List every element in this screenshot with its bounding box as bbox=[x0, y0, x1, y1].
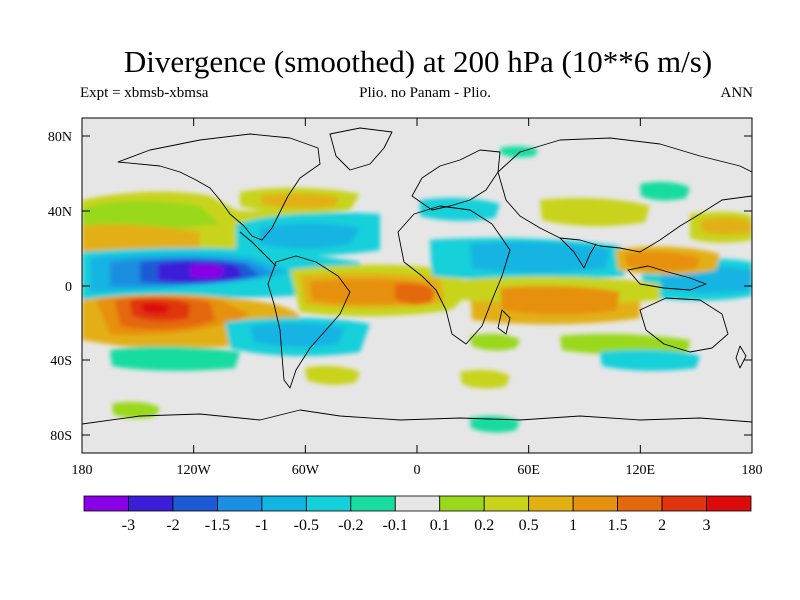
colorbar-label: -1.5 bbox=[205, 517, 230, 534]
colorbar-label: -1 bbox=[255, 517, 268, 534]
coastline-central-america bbox=[239, 231, 277, 267]
field-region bbox=[470, 333, 520, 351]
colorbar-swatch bbox=[261, 495, 307, 512]
coastline-maritime-continent bbox=[627, 265, 707, 291]
lat-tick-label: 80S bbox=[50, 429, 72, 444]
colorbar-label: 0.2 bbox=[474, 517, 494, 534]
field-region bbox=[625, 251, 700, 271]
longitude-axis: 180 120W 60W 0 60E 120E 180 bbox=[72, 118, 763, 478]
field-region bbox=[190, 264, 224, 279]
field-region bbox=[640, 181, 690, 201]
colorbar-swatch bbox=[572, 495, 619, 512]
coastline-africa bbox=[397, 205, 511, 345]
field-region bbox=[250, 323, 345, 347]
lon-tick-label: 60E bbox=[517, 463, 540, 478]
colorbar-label: 3 bbox=[703, 517, 711, 534]
field-region bbox=[260, 223, 360, 249]
coastline-madagascar bbox=[497, 309, 511, 335]
colorbar-swatch bbox=[439, 495, 485, 512]
lat-tick-label: 80N bbox=[48, 130, 72, 145]
coastline-north-america bbox=[117, 133, 321, 241]
coastline-antarctica bbox=[82, 409, 752, 425]
colorbar-label: 0.1 bbox=[430, 517, 450, 534]
field-region bbox=[500, 285, 620, 315]
field-region bbox=[395, 283, 435, 305]
colorbar-swatch bbox=[350, 495, 396, 512]
colorbar-label: 1.5 bbox=[608, 517, 628, 534]
colorbar-swatch bbox=[617, 495, 663, 512]
colorbar-swatch bbox=[483, 495, 530, 512]
colorbar-swatch bbox=[528, 495, 574, 512]
lon-tick-label: 0 bbox=[414, 463, 421, 478]
experiment-label: Expt = xbmsb-xbmsa bbox=[80, 85, 209, 101]
colorbar: -3 -2 -1.5 -1 -0.5 -0.2 -0.1 0.1 0.2 0.5 1 1.5 2 3 bbox=[83, 495, 752, 534]
colorbar-swatch bbox=[216, 495, 263, 512]
field-region bbox=[110, 346, 240, 371]
coastline-south-america bbox=[267, 255, 351, 389]
lon-tick-label: 180 bbox=[742, 463, 763, 478]
colorbar-label: -3 bbox=[122, 517, 135, 534]
colorbar-swatch bbox=[83, 495, 129, 512]
lat-tick-label: 40N bbox=[48, 205, 72, 220]
colorbar-swatch bbox=[128, 495, 174, 512]
lat-tick-label: 40S bbox=[50, 354, 72, 369]
lon-tick-label: 120W bbox=[177, 463, 212, 478]
lon-tick-label: 180 bbox=[72, 463, 93, 478]
coastline-australia bbox=[639, 297, 729, 353]
comparison-label: Plio. no Panam - Plio. bbox=[359, 85, 491, 101]
field-region bbox=[460, 369, 510, 389]
divergence-field bbox=[82, 127, 752, 433]
coastline-india bbox=[559, 237, 597, 269]
coastline-asia bbox=[497, 137, 752, 253]
coastlines bbox=[82, 127, 752, 425]
colorbar-label: 0.5 bbox=[519, 517, 539, 534]
lon-tick-label: 60W bbox=[292, 463, 320, 478]
field-region bbox=[600, 349, 700, 371]
colorbar-label: -0.5 bbox=[294, 517, 319, 534]
latitude-axis: 80N 40N 0 40S 80S bbox=[48, 130, 752, 444]
colorbar-label: -0.1 bbox=[383, 517, 408, 534]
field-region bbox=[540, 198, 650, 227]
field-region bbox=[82, 224, 200, 252]
colorbar-label: -2 bbox=[166, 517, 179, 534]
map-title: Divergence (smoothed) at 200 hPa (10**6 … bbox=[123, 44, 713, 79]
colorbar-label: 1 bbox=[569, 517, 577, 534]
season-label: ANN bbox=[720, 85, 754, 101]
field-region bbox=[420, 197, 500, 221]
coastline-greenland bbox=[329, 127, 393, 171]
field-region bbox=[700, 217, 752, 235]
field-region bbox=[260, 193, 340, 209]
colorbar-label: 2 bbox=[658, 517, 666, 534]
field-region bbox=[142, 303, 170, 314]
colorbar-label: -0.2 bbox=[338, 517, 363, 534]
colorbar-swatch bbox=[661, 495, 707, 512]
coastline-new-zealand bbox=[735, 345, 747, 369]
lat-tick-label: 0 bbox=[65, 280, 72, 295]
field-region bbox=[470, 415, 520, 433]
lon-tick-label: 120E bbox=[626, 463, 656, 478]
field-region bbox=[112, 401, 160, 419]
colorbar-swatch bbox=[706, 495, 752, 512]
colorbar-swatch bbox=[394, 495, 441, 512]
colorbar-swatch bbox=[305, 495, 352, 512]
colorbar-swatch bbox=[172, 495, 218, 512]
field-region bbox=[305, 365, 360, 385]
